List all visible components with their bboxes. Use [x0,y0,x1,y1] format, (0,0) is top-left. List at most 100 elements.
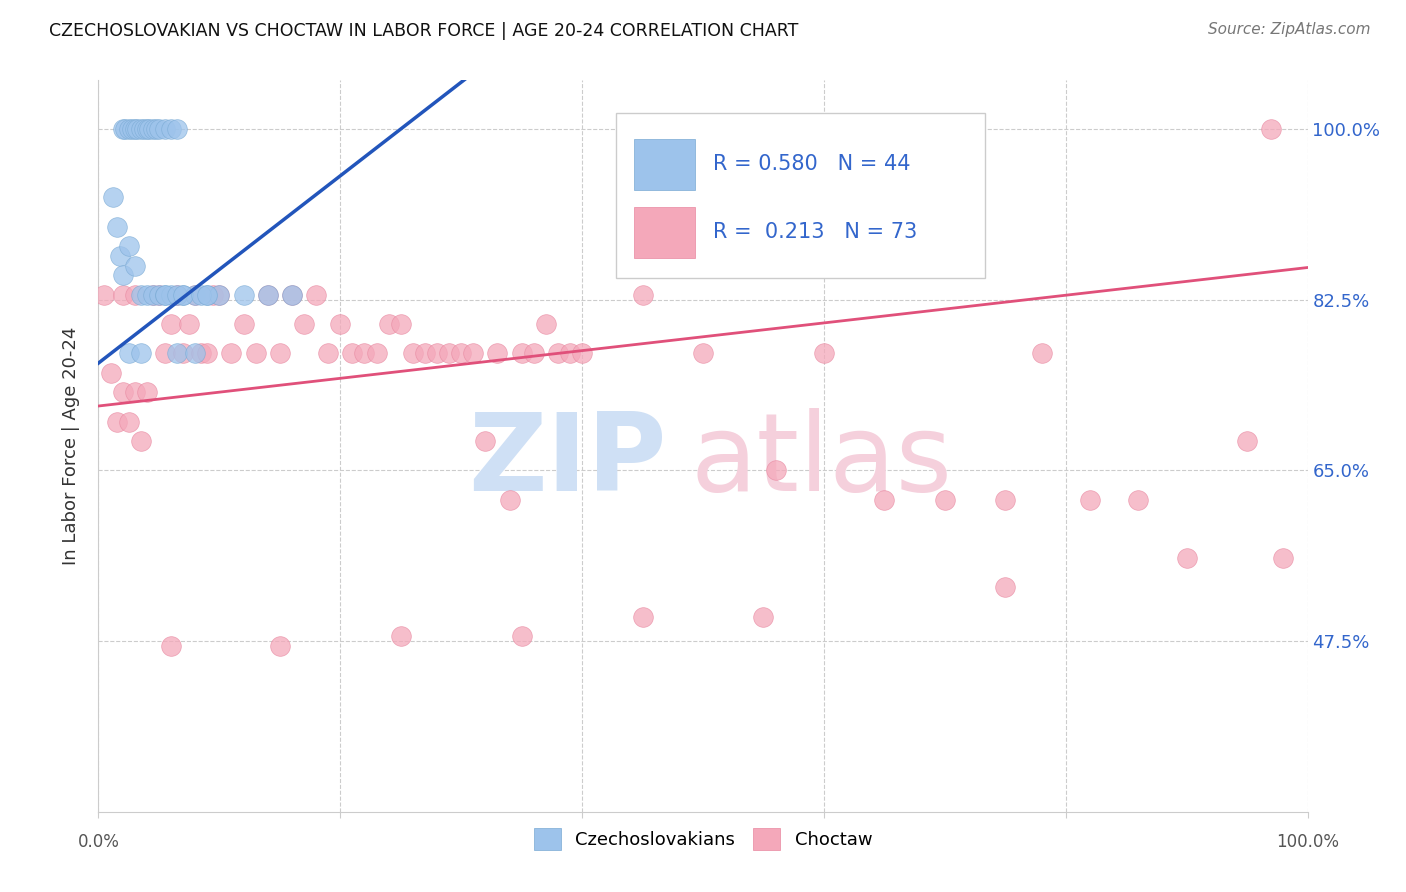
Point [153,288,176,302]
Point [166,122,188,136]
Point [142,122,165,136]
Point [135,385,157,400]
Point [124,288,146,302]
Point [558,346,581,360]
Point [111,122,134,136]
Point [195,288,218,302]
Point [389,629,412,643]
Point [160,122,183,136]
Point [316,346,339,360]
Point [202,288,225,302]
Point [994,492,1017,507]
Point [166,346,188,360]
Point [166,288,188,302]
Point [153,288,176,302]
Point [124,122,146,136]
Point [342,346,364,360]
Point [486,346,509,360]
Point [129,434,152,449]
Point [692,346,714,360]
Bar [634,207,695,258]
Point [172,346,194,360]
Text: 0.0%: 0.0% [77,833,120,851]
Point [138,122,160,136]
Text: 100.0%: 100.0% [1277,833,1339,851]
Point [305,288,328,302]
Point [195,346,218,360]
Point [100,366,122,380]
Point [129,288,152,302]
Bar [634,139,695,190]
Point [377,317,399,331]
Point [631,609,654,624]
Point [1078,492,1101,507]
Point [153,122,176,136]
Point [1236,434,1258,449]
Point [108,249,131,263]
Point [631,288,654,302]
Point [281,288,304,302]
Point [142,288,165,302]
Point [142,288,165,302]
Point [510,629,533,643]
Text: R =  0.213   N = 73: R = 0.213 N = 73 [713,222,917,243]
Point [256,288,278,302]
Point [111,385,134,400]
Point [547,346,569,360]
Point [765,463,787,477]
Point [101,190,124,204]
Point [127,122,149,136]
Point [134,122,156,136]
Point [245,346,267,360]
Point [148,288,170,302]
Point [269,639,291,653]
Text: atlas: atlas [690,408,953,514]
Point [160,317,183,331]
Point [208,288,231,302]
Point [366,346,388,360]
Point [389,317,412,331]
Point [179,317,201,331]
Legend: Czechoslovakians, Choctaw: Czechoslovakians, Choctaw [526,821,880,857]
Point [256,288,278,302]
Point [232,317,254,331]
Point [93,288,115,302]
Point [498,492,520,507]
Point [1272,551,1295,566]
Point [353,346,375,360]
Point [1260,122,1282,136]
Text: R = 0.580   N = 44: R = 0.580 N = 44 [713,154,910,175]
Point [148,122,170,136]
Point [148,288,170,302]
Text: Source: ZipAtlas.com: Source: ZipAtlas.com [1208,22,1371,37]
Point [118,122,141,136]
Point [114,122,136,136]
Point [221,346,243,360]
Point [1128,492,1150,507]
Point [118,346,141,360]
Y-axis label: In Labor Force | Age 20-24: In Labor Force | Age 20-24 [62,326,80,566]
Point [105,415,128,429]
Text: CZECHOSLOVAKIAN VS CHOCTAW IN LABOR FORCE | AGE 20-24 CORRELATION CHART: CZECHOSLOVAKIAN VS CHOCTAW IN LABOR FORC… [49,22,799,40]
Point [474,434,496,449]
Point [124,385,146,400]
Point [105,219,128,234]
Point [129,346,152,360]
Point [166,288,188,302]
Point [160,639,183,653]
Point [426,346,449,360]
Point [172,288,194,302]
Point [184,346,207,360]
Point [402,346,425,360]
Point [145,122,167,136]
Point [121,122,143,136]
Point [752,609,775,624]
Point [190,346,212,360]
Point [118,415,141,429]
Point [208,288,231,302]
Point [813,346,835,360]
Point [232,288,254,302]
Point [153,346,176,360]
FancyBboxPatch shape [616,113,984,277]
Point [184,288,207,302]
